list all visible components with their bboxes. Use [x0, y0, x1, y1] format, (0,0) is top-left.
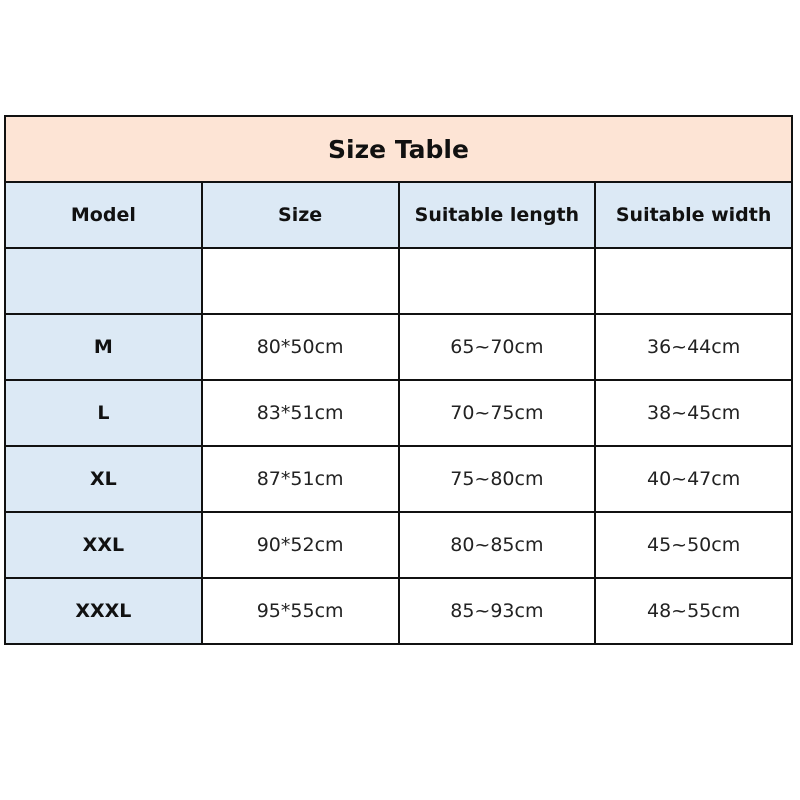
cell-size: 83*51cm — [200, 379, 400, 447]
table-title: Size Table — [4, 115, 793, 183]
header-width: Suitable width — [594, 181, 793, 249]
cell-width: 48~55cm — [594, 577, 793, 645]
cell-width: 38~45cm — [594, 379, 793, 447]
cell-length: 80~85cm — [397, 511, 597, 579]
cell-length: 65~70cm — [397, 313, 597, 381]
table-row: XXXL 95*55cm 85~93cm 48~55cm — [4, 577, 793, 645]
cell-model: XXXL — [4, 577, 203, 645]
cell-length — [397, 247, 597, 315]
cell-model: XL — [4, 445, 203, 513]
header-size: Size — [200, 181, 400, 249]
header-model: Model — [4, 181, 203, 249]
cell-size: 87*51cm — [200, 445, 400, 513]
cell-model: XXL — [4, 511, 203, 579]
cell-model — [4, 247, 203, 315]
header-length: Suitable length — [397, 181, 597, 249]
header-row: Model Size Suitable length Suitable widt… — [4, 181, 793, 249]
table-row: L 83*51cm 70~75cm 38~45cm — [4, 379, 793, 447]
cell-length: 75~80cm — [397, 445, 597, 513]
cell-length: 70~75cm — [397, 379, 597, 447]
table-row: XL 87*51cm 75~80cm 40~47cm — [4, 445, 793, 513]
cell-size — [200, 247, 400, 315]
cell-width: 45~50cm — [594, 511, 793, 579]
cell-model: L — [4, 379, 203, 447]
cell-width: 36~44cm — [594, 313, 793, 381]
cell-size: 80*50cm — [200, 313, 400, 381]
size-table: Size Table Model Size Suitable length Su… — [4, 115, 793, 645]
table-row — [4, 247, 793, 315]
cell-size: 95*55cm — [200, 577, 400, 645]
cell-model: M — [4, 313, 203, 381]
cell-width: 40~47cm — [594, 445, 793, 513]
table-row: XXL 90*52cm 80~85cm 45~50cm — [4, 511, 793, 579]
cell-length: 85~93cm — [397, 577, 597, 645]
cell-width — [594, 247, 793, 315]
cell-size: 90*52cm — [200, 511, 400, 579]
table-row: M 80*50cm 65~70cm 36~44cm — [4, 313, 793, 381]
